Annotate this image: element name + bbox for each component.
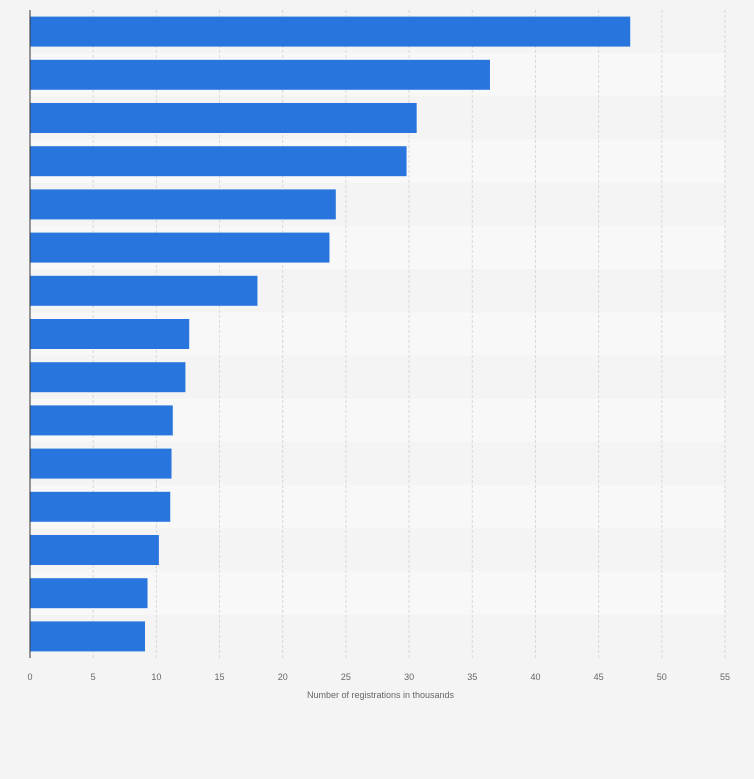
bar[interactable] xyxy=(30,319,190,349)
bar[interactable] xyxy=(30,535,159,565)
bars xyxy=(30,16,631,652)
bar[interactable] xyxy=(30,16,631,47)
bar[interactable] xyxy=(30,275,258,306)
x-tick-label: 15 xyxy=(215,672,225,682)
bar[interactable] xyxy=(30,59,490,90)
x-tick-label: 20 xyxy=(278,672,288,682)
x-tick-label: 25 xyxy=(341,672,351,682)
bar[interactable] xyxy=(30,189,336,220)
bar[interactable] xyxy=(30,362,186,393)
x-tick-label: 50 xyxy=(657,672,667,682)
x-tick-label: 45 xyxy=(594,672,604,682)
x-tick-label: 40 xyxy=(530,672,540,682)
bar[interactable] xyxy=(30,578,148,609)
bar[interactable] xyxy=(30,621,145,652)
x-tick-label: 55 xyxy=(720,672,730,682)
x-axis-ticks: 0 5 10 15 20 25 30 35 40 45 50 55 xyxy=(27,672,730,682)
x-tick-label: 35 xyxy=(467,672,477,682)
x-axis-title: Number of registrations in thousands xyxy=(307,690,455,700)
bar[interactable] xyxy=(30,491,171,522)
x-tick-label: 10 xyxy=(151,672,161,682)
bar[interactable] xyxy=(30,448,172,479)
bar[interactable] xyxy=(30,405,173,436)
bar[interactable] xyxy=(30,232,330,263)
x-tick-label: 30 xyxy=(404,672,414,682)
row-band xyxy=(30,614,725,658)
x-tick-label: 0 xyxy=(27,672,32,682)
bar[interactable] xyxy=(30,103,417,133)
x-tick-label: 5 xyxy=(91,672,96,682)
bar[interactable] xyxy=(30,146,407,177)
